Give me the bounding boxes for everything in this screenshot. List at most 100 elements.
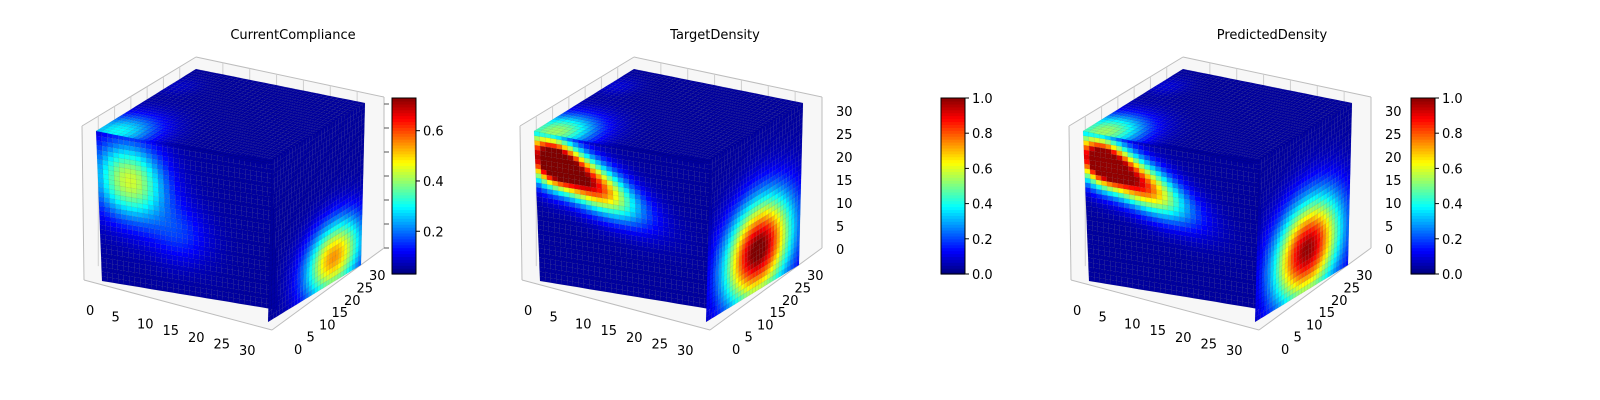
panel-2: 0 5 10 15 20 25 30 051015202530051015202530Targ… [519,28,993,359]
colorbar: 0.0 0.2 0.4 0.6 0.8 1.0 [940,92,993,283]
pane-edge [81,56,197,127]
chart-title: TargetDensity [669,28,760,43]
colorbar: 0.2 0.4 0.6 [391,97,444,275]
y-tick-label: 20 [1331,294,1348,309]
pane-edge [83,279,273,331]
y-tick-label: 0 [294,343,302,358]
pane-edge [519,125,523,281]
colorbar-tick-label: 0.4 [1442,198,1463,213]
pane-edge [521,279,711,331]
pane-edge [1182,56,1372,98]
colorbar-tick-label: 0.8 [1442,127,1463,142]
pane-edge [1068,125,1072,281]
x-tick-label: 15 [163,324,180,339]
x-tick-label: 25 [1201,338,1218,353]
x-tick-label: 5 [112,311,120,326]
y-tick-label: 30 [807,269,824,284]
x-tick-label: 20 [1175,331,1192,346]
x-tick-label: 20 [626,331,643,346]
panel-3: 0 5 10 15 20 25 30 051015202530051015202530Pred… [1068,28,1463,359]
x-tick-label: 0 [86,304,94,319]
z-tick-label: 10 [836,197,853,212]
panel-1: 0 5 10 15 20 25 30 051015202530CurrentComplianc… [81,28,444,359]
y-tick-label: 15 [1319,306,1336,321]
z-tick-label: 0 [1385,243,1393,258]
colorbar-tick-label: 0.4 [423,175,444,190]
y-tick-label: 5 [745,331,753,346]
z-tick-label: 25 [836,128,853,143]
y-tick-label: 5 [307,331,315,346]
x-tick-label: 10 [1124,317,1141,332]
colorbar-tick-label: 0.2 [972,233,993,248]
colorbar-tick-label: 0.8 [972,127,993,142]
x-tick-label: 10 [575,317,592,332]
z-tick-label: 20 [1385,151,1402,166]
z-tick-label: 0 [836,243,844,258]
z-tick-label: 10 [1385,197,1402,212]
colorbar-tick-label: 0.0 [972,268,993,283]
pane-edge [1070,279,1260,331]
x-tick-label: 25 [652,338,669,353]
y-tick-label: 25 [795,282,812,297]
chart-title: CurrentCompliance [230,28,355,43]
colorbar-tick-label: 0.4 [972,198,993,213]
y-tick-label: 30 [369,269,386,284]
y-tick-label: 15 [332,306,349,321]
y-tick-label: 0 [732,343,740,358]
cube-front-face [1082,130,1266,311]
z-tick-label: 5 [1385,220,1393,235]
pane-edge [1258,247,1372,331]
x-tick-label: 10 [137,317,154,332]
pane-edge [195,56,385,98]
colorbar-tick-label: 0.2 [1442,233,1463,248]
z-tick-label: 25 [1385,128,1402,143]
colorbar-tick-label: 0.6 [1442,162,1463,177]
y-tick-label: 20 [782,294,799,309]
z-tick-label: 30 [836,105,853,120]
y-tick-label: 0 [1281,343,1289,358]
cube-top-face [1082,68,1353,166]
cube-right-face [267,102,366,323]
y-tick-label: 30 [1356,269,1373,284]
colorbar-tick-label: 0.6 [423,125,444,140]
x-tick-label: 5 [550,311,558,326]
cube-front-face [95,130,279,311]
x-tick-label: 30 [1226,344,1243,359]
y-tick-label: 20 [344,294,361,309]
y-tick-label: 25 [357,282,374,297]
pane-edge [633,56,823,98]
colorbar-tick-label: 0.6 [972,162,993,177]
colorbar: 0.0 0.2 0.4 0.6 0.8 1.0 [1410,92,1463,283]
x-tick-label: 30 [677,344,694,359]
pane-edge [1068,56,1184,127]
x-tick-label: 20 [188,331,205,346]
x-tick-label: 15 [1150,324,1167,339]
pane-edge [81,125,85,281]
x-tick-label: 0 [1073,304,1081,319]
pane-edge [709,247,823,331]
z-tick-label: 15 [1385,174,1402,189]
z-tick-label: 15 [836,174,853,189]
cube-right-face [705,102,804,323]
pane-edge [271,247,385,331]
z-tick-label: 20 [836,151,853,166]
pane-edge [519,56,635,127]
z-tick-label: 5 [836,220,844,235]
x-tick-label: 5 [1099,311,1107,326]
x-tick-label: 25 [214,338,231,353]
colorbar-tick-label: 0.2 [423,225,444,240]
y-tick-label: 25 [1344,282,1361,297]
z-tick-label: 30 [1385,105,1402,120]
y-tick-label: 15 [770,306,787,321]
cube-right-face [1254,102,1353,323]
x-tick-label: 0 [524,304,532,319]
colorbar-tick-label: 0.0 [1442,268,1463,283]
chart-title: PredictedDensity [1217,28,1328,43]
colorbar-tick-label: 1.0 [1442,92,1463,107]
x-tick-label: 30 [239,344,256,359]
y-tick-label: 5 [1294,331,1302,346]
y-tick-label: 10 [1306,318,1323,333]
x-tick-label: 15 [601,324,618,339]
y-tick-label: 10 [319,318,336,333]
